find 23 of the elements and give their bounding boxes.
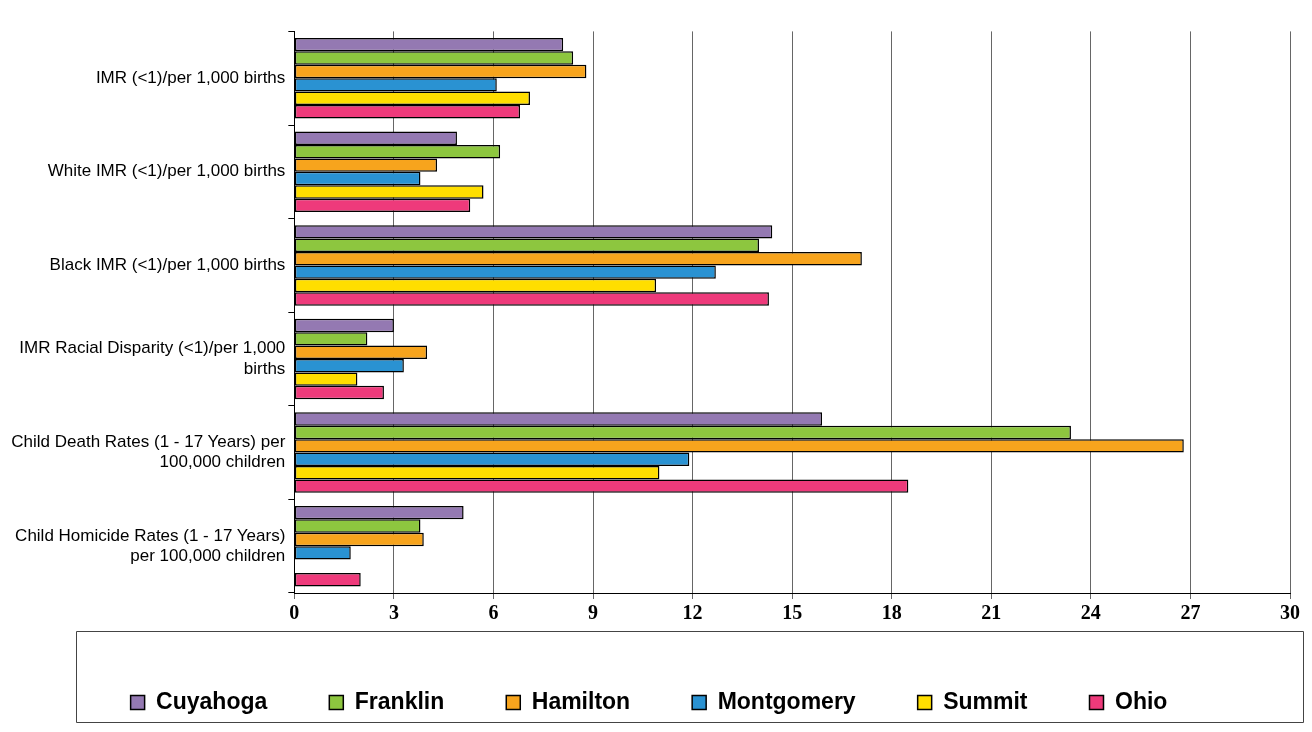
x-tick-label: 18 [881, 601, 902, 624]
x-tick-label: 12 [682, 601, 703, 624]
x-tick-label: 27 [1180, 601, 1201, 624]
y-tick-label: IMR (<1)/per 1,000 births [95, 67, 286, 87]
legend-label: Ohio [1115, 687, 1168, 714]
legend-label: Franklin [354, 687, 445, 714]
x-tick-label: 30 [1280, 601, 1300, 624]
legend-label: Summit [943, 687, 1028, 714]
x-tick-label: 3 [388, 601, 399, 624]
x-tick-label: 0 [289, 601, 300, 624]
legend-label: Montgomery [717, 687, 856, 714]
y-tick-label: Black IMR (<1)/per 1,000 births [49, 255, 286, 275]
x-tick-label: 21 [981, 601, 1002, 624]
y-tick-label: Child Death Rates (1 - 17 Years) per 100,000 children [11, 432, 286, 472]
x-tick-label: 6 [488, 601, 499, 624]
y-tick-label: IMR Racial Disparity (<1)/per 1,000 births [19, 338, 286, 378]
legend-label: Cuyahoga [156, 687, 268, 714]
x-tick-label: 24 [1080, 601, 1101, 624]
y-tick-label: Child Homicide Rates (1 - 17 Years) per 100,000 children [15, 525, 286, 566]
y-tick-label: White IMR (<1)/per 1,000 births [47, 161, 286, 181]
x-tick-label: 9 [588, 601, 599, 624]
x-tick-label: 15 [782, 601, 803, 624]
legend-label: Hamilton [531, 687, 631, 714]
